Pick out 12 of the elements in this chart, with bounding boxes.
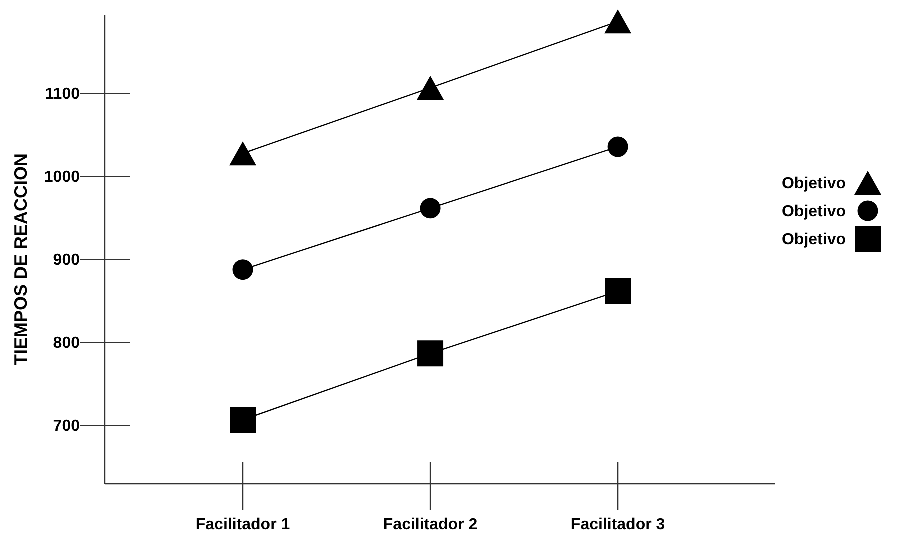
legend-label: Objetivo <box>782 176 846 193</box>
legend-label: Objetivo <box>782 232 846 249</box>
y-tick-label: 800 <box>53 335 80 352</box>
y-tick-label: 1100 <box>45 86 80 103</box>
y-tick-label: 700 <box>53 418 80 436</box>
y-tick-label: 1000 <box>44 168 80 186</box>
x-tick-label: Facilitador 1 <box>196 516 290 534</box>
y-axis-title: TIEMPOS DE REACCION <box>11 153 31 366</box>
x-tick-label: Facilitador 3 <box>570 516 666 534</box>
x-tick-label: Facilitador 2 <box>383 516 478 534</box>
y-tick-label: 900 <box>53 252 80 269</box>
legend-label: Objetivo <box>782 204 846 221</box>
